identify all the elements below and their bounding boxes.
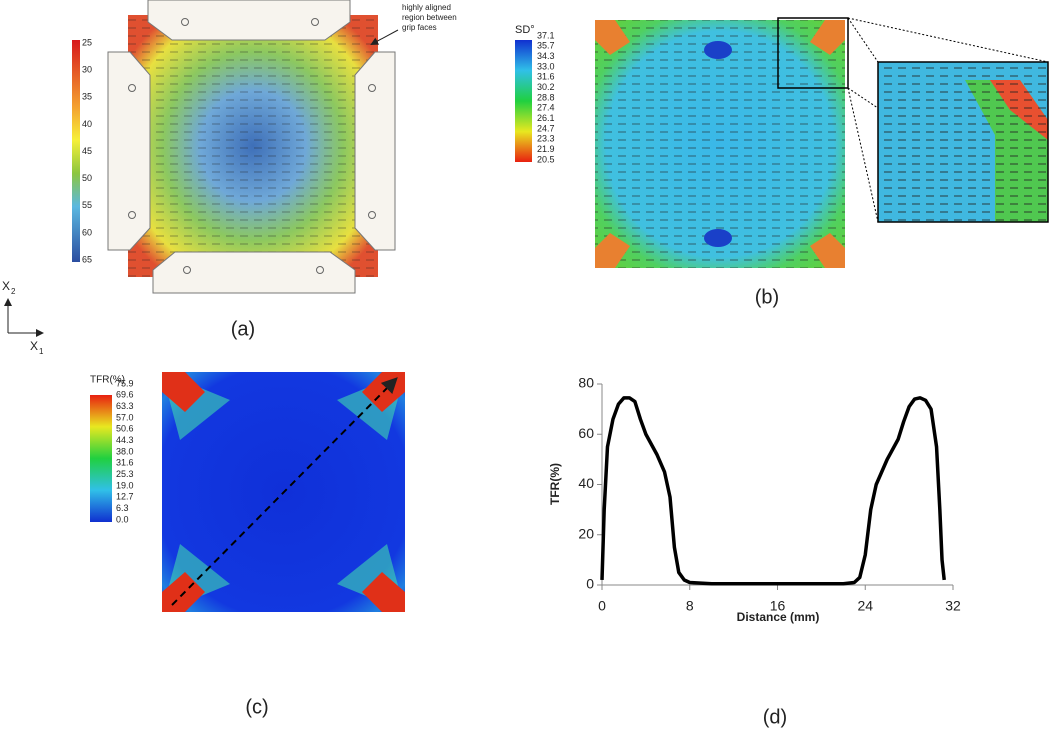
colorbar-tick-label: 35.7	[537, 41, 555, 51]
colorbar-tick-label: 50	[82, 173, 92, 183]
colorbar	[72, 40, 80, 262]
y-axis-label: TFR(%)	[548, 463, 562, 505]
colorbar-tick-label: 55	[82, 200, 92, 210]
zoom-inset	[877, 61, 1049, 223]
corner-regions	[595, 20, 845, 268]
low-region	[704, 41, 732, 59]
colorbar-tick-label: 44.3	[116, 435, 134, 445]
colorbar-tick-label: 31.6	[537, 72, 555, 82]
data-line	[600, 396, 946, 586]
x-axis-label: Distance (mm)	[737, 610, 820, 624]
y-tick-label: 20	[578, 525, 594, 541]
colorbar-tick-label: 65	[82, 254, 92, 264]
zoom-line	[847, 17, 1049, 63]
x-tick-label: 16	[770, 598, 786, 614]
colorbar-tick-label: 38.0	[116, 446, 134, 456]
colorbar-tick-label: 26.1	[537, 113, 555, 123]
zoom-line	[847, 87, 879, 223]
zoom-box	[777, 17, 849, 89]
colorbar-tick-label: 40	[82, 119, 92, 129]
colorbar-tick-label: 24.7	[537, 123, 555, 133]
x-tick-label: 32	[945, 598, 961, 614]
colorbar-tick-label: 31.6	[116, 458, 134, 468]
colorbar-tick-label: 63.3	[116, 401, 134, 411]
colorbar-tick-label: 23.3	[537, 134, 555, 144]
grip-plate	[147, 0, 351, 41]
axis-subscript: 1	[39, 347, 44, 356]
colorbar-title: SD°	[515, 24, 535, 36]
axes-indicator: X 2 X 1	[2, 279, 44, 356]
y-tick-label: 80	[578, 375, 594, 391]
colorbar-tick-label: 12.7	[116, 492, 134, 502]
x-tick-label: 0	[598, 598, 606, 614]
panel-label: (c)	[245, 696, 268, 718]
y-tick-label: 40	[578, 475, 594, 491]
annotation-arrow	[370, 29, 399, 45]
colorbar-tick-label: 28.8	[537, 92, 555, 102]
panel-label: (d)	[763, 706, 787, 728]
fiber-pattern	[128, 15, 378, 277]
fiber-pattern	[595, 20, 845, 268]
axis-letter: X	[30, 339, 38, 353]
colorbar-tick-label: 19.0	[116, 480, 134, 490]
annotation: grip faces	[402, 23, 437, 32]
colorbar-tick-label: 37.1	[537, 30, 555, 40]
colorbar-tick-label: 60	[82, 227, 92, 237]
colorbar-tick-label: 30.2	[537, 82, 555, 92]
axis-letter: X	[2, 279, 10, 293]
colorbar	[90, 395, 112, 522]
colorbar-tick-label: 34.3	[537, 51, 555, 61]
grip-plate	[107, 51, 151, 251]
annotation: region between	[402, 13, 457, 22]
panel-label: (b)	[755, 286, 779, 308]
colorbar-tick-label: 0.0	[116, 514, 129, 524]
colorbar-title: TFR(%)	[90, 375, 125, 386]
panel-label: (a)	[231, 318, 255, 340]
x-tick-label: 8	[686, 598, 694, 614]
colorbar-tick-label: 27.4	[537, 103, 555, 113]
colorbar-tick-label: 33.0	[537, 61, 555, 71]
holes	[128, 18, 376, 274]
colorbar-tick-label: 69.6	[116, 390, 134, 400]
diagonal-path	[171, 377, 398, 606]
colorbar-tick-label: 30	[82, 65, 92, 75]
y-tick-label: 60	[578, 425, 594, 441]
axis-subscript: 2	[11, 287, 16, 296]
grip-plate	[354, 51, 396, 251]
colorbar-tick-label: 35	[82, 92, 92, 102]
colorbar-tick-label: 25.3	[116, 469, 134, 479]
colorbar-tick-label: 6.3	[116, 503, 129, 513]
colorbar	[515, 40, 532, 162]
zoom-line	[847, 17, 879, 63]
colorbar-tick-label: 21.9	[537, 144, 555, 154]
colorbar-tick-label: 45	[82, 146, 92, 156]
colorbar-tick-label: 25	[82, 37, 92, 47]
x-tick-label: 24	[857, 598, 873, 614]
colorbar-tick-label: 50.6	[116, 424, 134, 434]
colorbar-tick-label: 57.0	[116, 412, 134, 422]
colorbar-tick-label: 75.9	[116, 378, 134, 388]
annotation: highly aligned	[402, 3, 451, 12]
grip-plate	[152, 251, 356, 294]
colorbar-tick-label: 20.5	[537, 154, 555, 164]
low-region	[704, 229, 732, 247]
y-tick-label: 0	[586, 576, 594, 592]
